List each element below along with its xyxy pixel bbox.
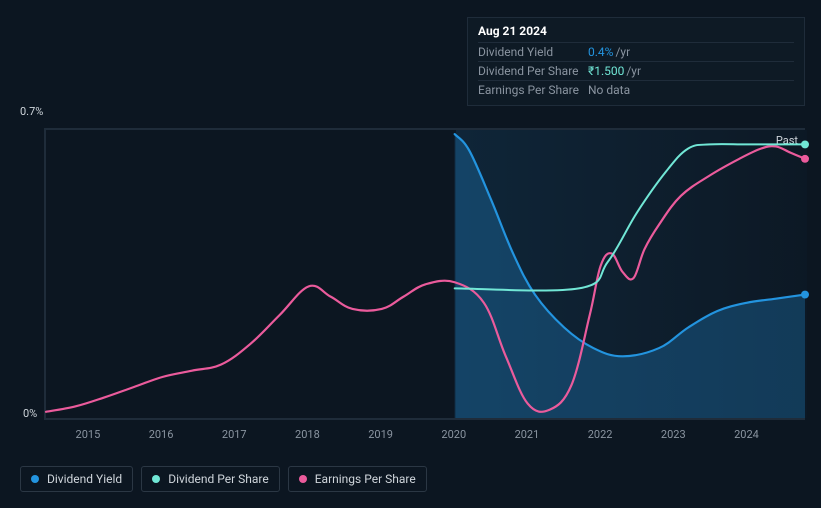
tooltip-label: Dividend Per Share (478, 64, 588, 78)
x-tick: 2018 (295, 428, 320, 441)
tooltip-suffix: /yr (626, 64, 641, 78)
x-tick: 2020 (441, 428, 466, 441)
tooltip-row: Dividend Per Share₹1.500/yr (478, 61, 794, 80)
x-tick: 2017 (222, 428, 247, 441)
legend-label: Earnings Per Share (315, 472, 416, 486)
x-tick: 2015 (76, 428, 101, 441)
x-tick: 2019 (368, 428, 393, 441)
plot-region[interactable]: Past (44, 128, 805, 420)
legend-dot-icon (31, 475, 39, 483)
legend: Dividend Yield Dividend Per Share Earnings… (20, 466, 427, 492)
tooltip-label: Earnings Per Share (478, 83, 588, 97)
tooltip-label: Dividend Yield (478, 45, 588, 59)
legend-item-dividend-yield[interactable]: Dividend Yield (20, 466, 133, 492)
x-axis: 2015 2016 2017 2018 2019 2020 2021 2022 2023 2024 (44, 428, 805, 444)
x-tick: 2016 (149, 428, 174, 441)
legend-dot-icon (299, 475, 307, 483)
dividend-yield-end-marker (801, 291, 809, 299)
tooltip-suffix: /yr (615, 45, 630, 59)
dividend-per-share-end-marker (801, 140, 809, 148)
earnings-per-share-end-marker (801, 155, 809, 163)
tooltip-row: Dividend Yield0.4%/yr (478, 42, 794, 61)
tooltip-date: Aug 21 2024 (478, 24, 794, 42)
x-tick: 2021 (515, 428, 540, 441)
tooltip-value: ₹1.500 (588, 64, 624, 78)
chart-svg (46, 130, 805, 418)
dividend-yield-fill (455, 134, 805, 418)
legend-item-earnings-per-share[interactable]: Earnings Per Share (288, 466, 427, 492)
x-tick: 2022 (588, 428, 613, 441)
legend-label: Dividend Per Share (168, 472, 269, 486)
y-axis-top-label: 0.7% (20, 105, 43, 118)
y-axis-bottom-label: 0% (23, 407, 37, 420)
tooltip-panel: Aug 21 2024 Dividend Yield0.4%/yrDividen… (467, 17, 805, 106)
legend-item-dividend-per-share[interactable]: Dividend Per Share (141, 466, 280, 492)
legend-label: Dividend Yield (47, 472, 122, 486)
tooltip-value: No data (588, 83, 630, 97)
x-tick: 2024 (734, 428, 759, 441)
legend-dot-icon (152, 475, 160, 483)
x-tick: 2023 (661, 428, 686, 441)
tooltip-row: Earnings Per ShareNo data (478, 80, 794, 99)
tooltip-value: 0.4% (588, 45, 613, 59)
chart-area: 0.7% 0% Past 2015 2016 2017 2018 2019 2020 202… (20, 108, 805, 438)
